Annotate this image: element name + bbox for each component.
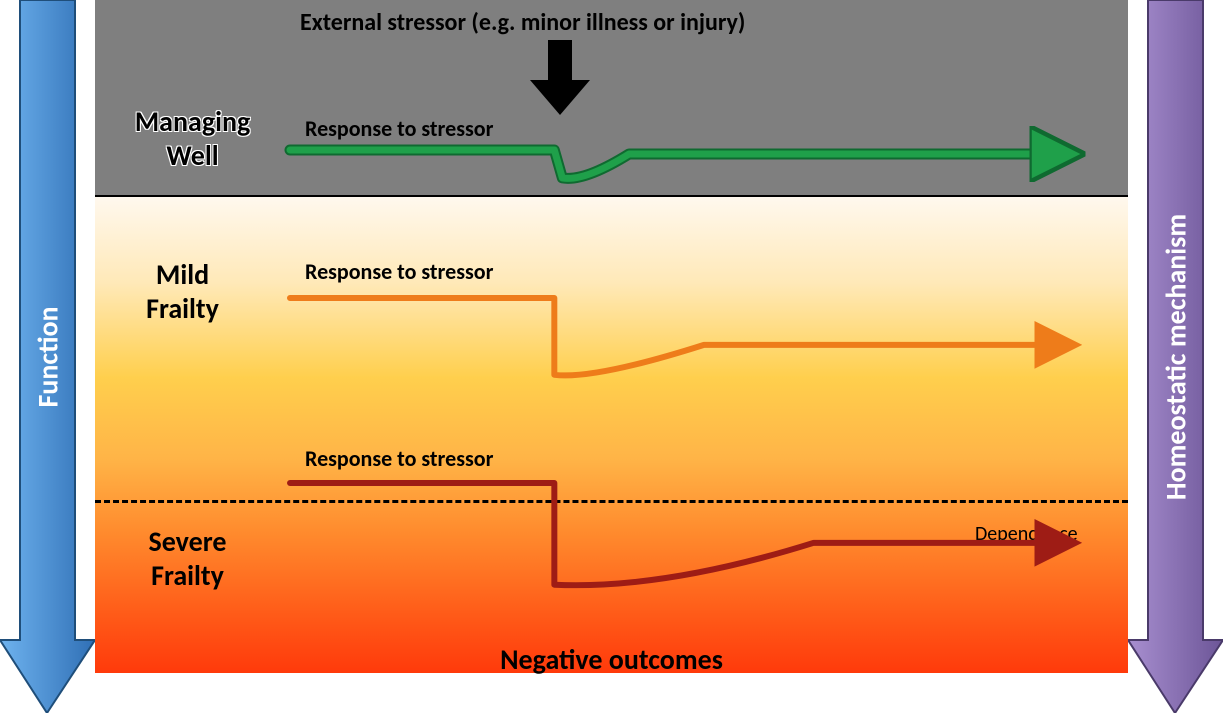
severe-frailty-line2: Frailty <box>151 558 224 593</box>
mild-frailty-line1: Mild <box>156 257 209 292</box>
severe-frailty-label: Severe Frailty <box>110 525 265 592</box>
diagram-stage: Function Homeostatic mechanism External … <box>0 0 1223 713</box>
homeostatic-axis-label: Homeostatic mechanism <box>1158 213 1193 499</box>
homeostatic-axis-arrow: Homeostatic mechanism <box>1128 0 1223 713</box>
severe-frailty-response-label: Response to stressor <box>305 445 493 472</box>
function-axis-arrow: Function <box>0 0 95 713</box>
severe-frailty-line1: Severe <box>148 524 226 559</box>
severe-frailty-response-line <box>285 475 1083 595</box>
managing-well-line1: Managing <box>135 104 251 139</box>
managing-well-response-label: Response to stressor <box>305 115 493 142</box>
mild-frailty-response-line <box>285 290 1083 390</box>
managing-well-response-line <box>285 140 1083 190</box>
stressor-arrow-icon <box>530 40 590 115</box>
negative-outcomes-label: Negative outcomes <box>500 642 723 677</box>
stressor-title: External stressor (e.g. minor illness or… <box>300 8 745 37</box>
mild-frailty-label: Mild Frailty <box>110 258 255 325</box>
mild-frailty-response-label: Response to stressor <box>305 258 493 285</box>
managing-well-label: Managing Well <box>105 105 280 172</box>
function-axis-label: Function <box>30 306 65 407</box>
managing-well-line2: Well <box>166 138 218 173</box>
mild-frailty-line2: Frailty <box>146 291 219 326</box>
